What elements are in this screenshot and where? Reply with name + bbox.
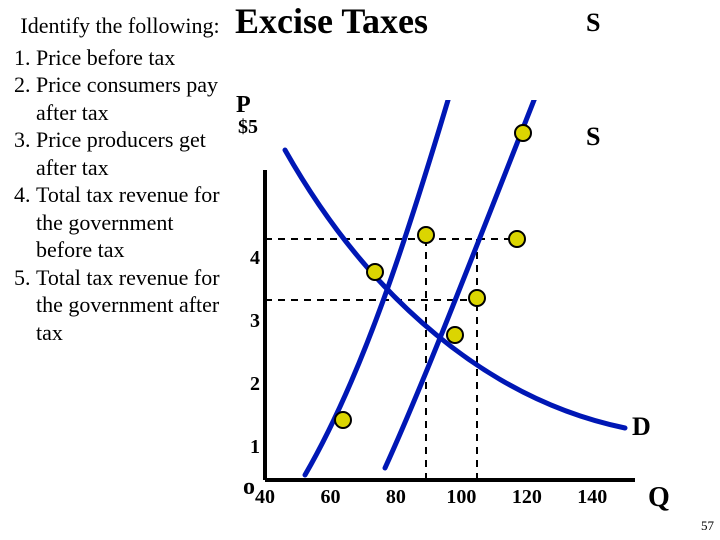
x-tick-label: 40 [245,486,285,509]
y-tick-label: 1 [226,436,260,459]
x-tick-label: 60 [310,486,350,509]
chart-svg [230,100,660,520]
lead-text: Identify the following: [10,12,230,40]
question-list: Price before tax Price consumers pay aft… [10,44,230,347]
list-item: Total tax revenue for the government bef… [36,181,230,264]
s-label-1: S [586,8,600,38]
list-item: Price producers get after tax [36,126,230,181]
y-top-label: $5 [224,116,258,139]
instruction-block: Identify the following: Price before tax… [10,12,230,346]
page-number: 57 [701,518,714,534]
supply-demand-chart: P Q o $5 S S D 4321406080100120140 [230,100,660,520]
y-tick-label: 4 [226,247,260,270]
x-tick-label: 100 [441,486,481,509]
p-axis-label: P [236,92,251,119]
page-title: Excise Taxes [235,0,428,42]
x-tick-label: 120 [507,486,547,509]
s-label-2: S [586,122,600,152]
y-tick-label: 3 [226,310,260,333]
list-item: Price before tax [36,44,230,72]
x-tick-label: 140 [572,486,612,509]
y-tick-label: 2 [226,373,260,396]
list-item: Price consumers pay after tax [36,71,230,126]
list-item: Total tax revenue for the government aft… [36,264,230,347]
q-axis-label: Q [648,482,670,514]
x-tick-label: 80 [376,486,416,509]
d-label: D [632,412,651,442]
